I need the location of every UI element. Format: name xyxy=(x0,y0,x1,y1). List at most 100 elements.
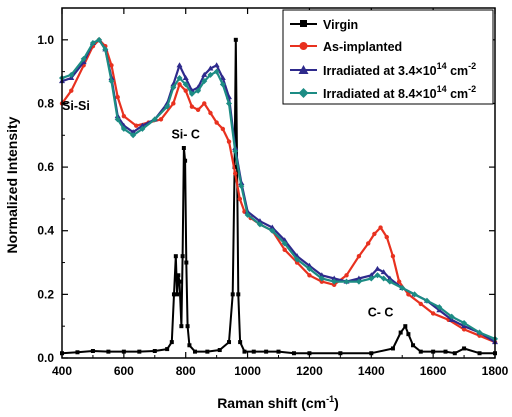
data-point-as-implanted xyxy=(319,279,324,284)
data-point-as-implanted xyxy=(220,126,226,132)
data-point-as-implanted xyxy=(396,279,402,284)
legend-label-irradiated-3-4: Irradiated at 3.4×1014 cm-2 xyxy=(323,61,476,78)
data-point-irradiated-at-8-4-10 xyxy=(343,278,350,285)
data-point-as-implanted xyxy=(195,107,201,113)
data-point-virgin xyxy=(185,324,190,329)
data-point-as-implanted xyxy=(237,196,243,202)
data-point-irradiated-at-8-4-10 xyxy=(226,100,233,107)
data-point-as-implanted xyxy=(109,63,114,68)
data-point-irradiated-at-3-4-10 xyxy=(368,272,375,278)
data-point-irradiated-at-8-4-10 xyxy=(102,46,109,53)
data-point-virgin xyxy=(242,349,247,354)
data-point-virgin xyxy=(137,349,142,354)
data-point-virgin xyxy=(192,349,197,354)
annotation-si-c: Si- C xyxy=(171,127,199,141)
data-point-as-implanted xyxy=(134,123,139,128)
data-point-irradiated-at-8-4-10 xyxy=(207,71,214,78)
data-point-irradiated-at-8-4-10 xyxy=(68,71,75,78)
data-point-virgin xyxy=(431,349,436,354)
y-tick-label: 1.0 xyxy=(37,33,54,47)
data-point-virgin xyxy=(338,351,343,356)
data-point-irradiated-at-8-4-10 xyxy=(213,68,220,75)
data-point-irradiated-at-8-4-10 xyxy=(108,78,115,85)
data-point-virgin xyxy=(205,349,210,354)
y-tick-label: 0.6 xyxy=(37,160,54,174)
data-point-irradiated-at-3-4-10 xyxy=(130,129,137,135)
x-tick-label: 800 xyxy=(176,364,196,378)
data-point-irradiated-at-8-4-10 xyxy=(331,278,338,285)
data-point-virgin xyxy=(183,158,188,163)
data-point-irradiated-at-8-4-10 xyxy=(114,116,121,123)
data-point-as-implanted xyxy=(183,88,188,93)
data-point-irradiated-at-8-4-10 xyxy=(130,132,137,139)
data-point-irradiated-at-8-4-10 xyxy=(281,240,288,247)
data-point-irradiated-at-3-4-10 xyxy=(207,65,214,71)
x-tick-label: 1200 xyxy=(296,364,323,378)
data-point-as-implanted xyxy=(208,110,213,116)
data-point-virgin xyxy=(175,292,180,297)
data-point-irradiated-at-8-4-10 xyxy=(182,81,189,88)
data-point-as-implanted xyxy=(189,104,195,109)
legend-item-irradiated-3-4: Irradiated at 3.4×1014 cm-2 xyxy=(290,61,476,78)
data-point-as-implanted xyxy=(365,241,371,246)
annotation-c-c: C- C xyxy=(368,306,394,320)
data-point-as-implanted xyxy=(177,82,182,87)
data-point-irradiated-at-3-4-10 xyxy=(355,275,362,281)
data-point-irradiated-at-8-4-10 xyxy=(380,275,387,282)
data-point-as-implanted xyxy=(202,101,207,106)
data-point-as-implanted xyxy=(233,171,238,176)
data-point-virgin xyxy=(165,347,170,352)
data-point-virgin xyxy=(418,349,423,354)
data-point-as-implanted xyxy=(282,247,287,253)
data-point-irradiated-at-8-4-10 xyxy=(448,313,455,320)
data-point-as-implanted xyxy=(461,327,467,332)
data-point-irradiated-at-3-4-10 xyxy=(201,71,208,77)
data-point-virgin xyxy=(180,254,185,259)
data-point-as-implanted xyxy=(430,311,436,316)
legend-label-virgin: Virgin xyxy=(323,18,358,32)
data-point-irradiated-at-8-4-10 xyxy=(238,183,245,190)
legend-box xyxy=(282,9,494,105)
data-point-virgin xyxy=(173,254,178,259)
x-axis-label-close: ) xyxy=(334,395,339,411)
data-point-irradiated-at-8-4-10 xyxy=(201,78,208,85)
data-point-as-implanted xyxy=(214,120,219,125)
x-axis-label-sup: -1 xyxy=(326,394,334,404)
data-point-virgin xyxy=(398,330,403,335)
data-point-virgin xyxy=(291,351,296,356)
data-point-as-implanted xyxy=(384,234,389,240)
data-point-virgin xyxy=(238,340,243,345)
data-point-irradiated-at-3-4-10 xyxy=(176,62,183,68)
data-point-virgin xyxy=(179,324,184,329)
data-point-as-implanted xyxy=(307,273,312,278)
ticks-layer: 400 600 800 1000 1200 1400 1600 1800 0.0 0.2 0.4 0.… xyxy=(37,7,509,378)
legend-marker-virgin xyxy=(300,20,307,27)
data-point-irradiated-at-8-4-10 xyxy=(411,291,418,298)
data-point-irradiated-at-8-4-10 xyxy=(176,75,183,81)
data-point-virgin xyxy=(443,349,448,354)
data-point-as-implanted xyxy=(226,139,232,144)
data-point-irradiated-at-8-4-10 xyxy=(269,227,276,234)
data-point-irradiated-at-3-4-10 xyxy=(182,75,189,80)
data-point-virgin xyxy=(233,37,238,42)
data-point-irradiated-at-8-4-10 xyxy=(318,275,325,282)
legend-item-virgin: Virgin xyxy=(290,18,358,32)
data-point-irradiated-at-8-4-10 xyxy=(386,278,393,285)
data-point-irradiated-at-8-4-10 xyxy=(476,329,483,336)
data-point-virgin xyxy=(411,343,416,348)
data-point-as-implanted xyxy=(477,333,482,338)
data-point-irradiated-at-8-4-10 xyxy=(170,84,177,91)
data-point-as-implanted xyxy=(344,273,349,278)
x-tick-label: 1000 xyxy=(234,364,261,378)
y-axis-label: Normalized Intensity xyxy=(4,116,20,253)
data-point-virgin xyxy=(264,349,269,354)
data-point-irradiated-at-8-4-10 xyxy=(164,103,171,110)
legend-label-as-implanted: As-implanted xyxy=(323,40,402,54)
x-tick-label: 1400 xyxy=(358,364,385,378)
data-point-irradiated-at-8-4-10 xyxy=(461,320,468,326)
data-point-as-implanted xyxy=(418,301,423,307)
data-point-virgin xyxy=(75,350,80,355)
x-axis-label-text: Raman shift (cm xyxy=(217,395,326,411)
x-tick-label: 1800 xyxy=(482,364,509,378)
